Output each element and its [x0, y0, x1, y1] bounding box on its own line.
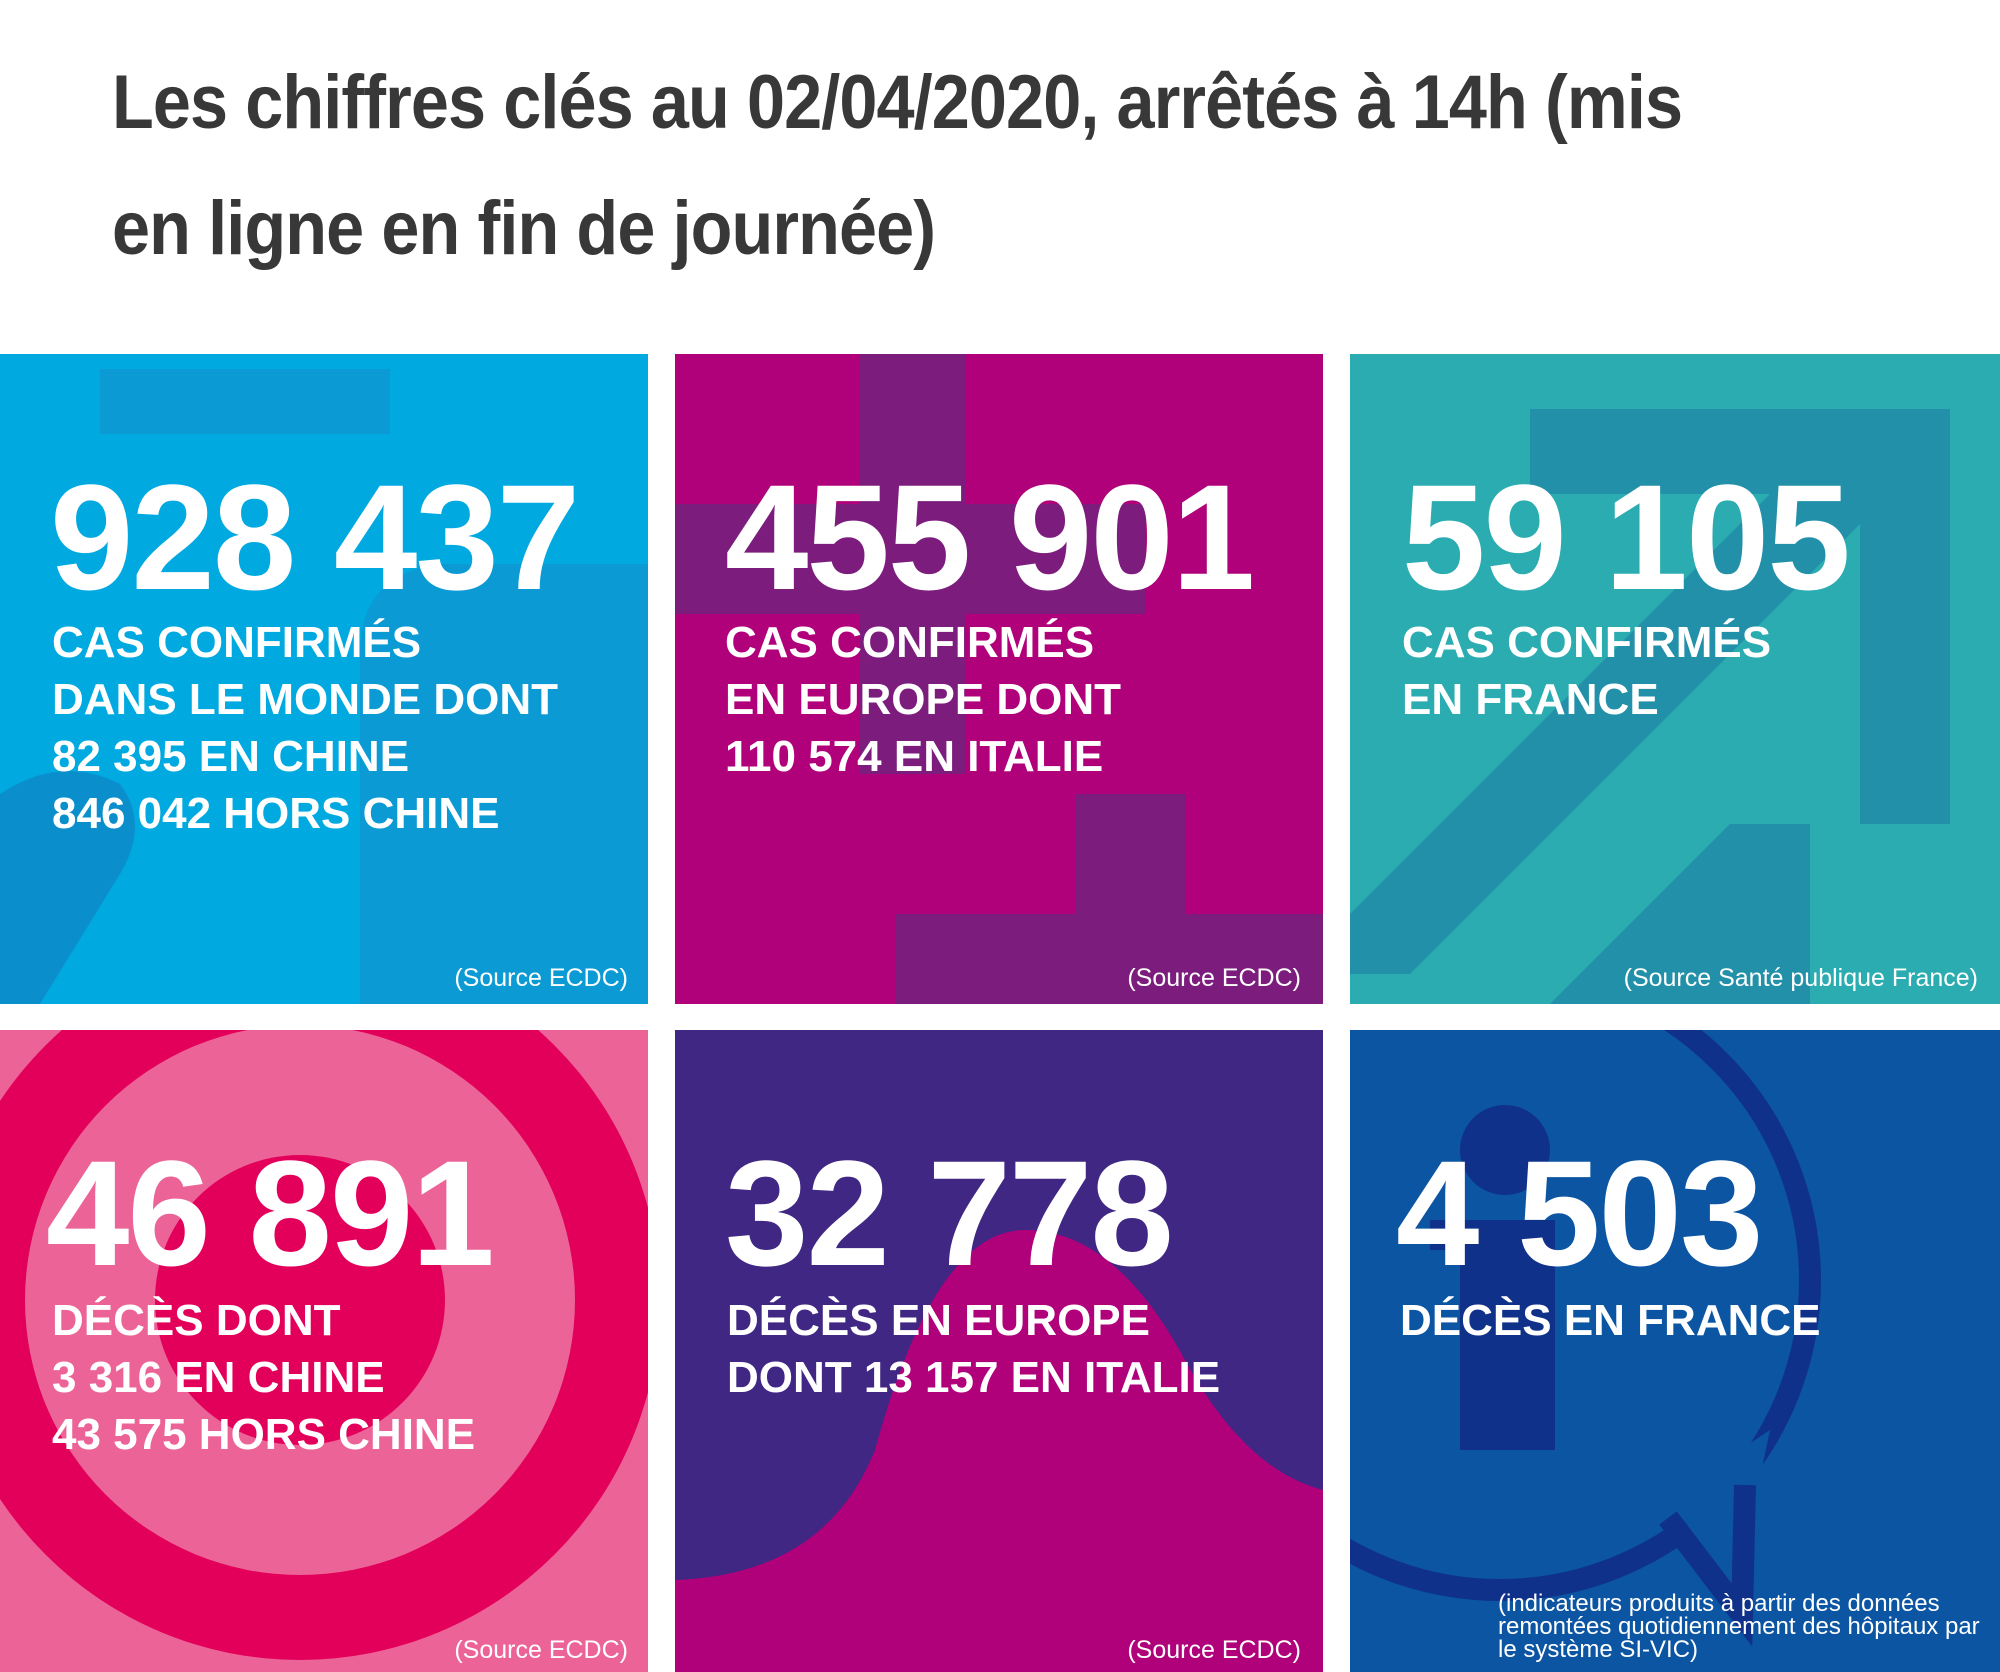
decorative-curve-icon: [675, 1230, 1323, 1672]
stat-caption: DÉCÈS EN EUROPE DONT 13 157 EN ITALIE: [727, 1296, 1221, 1402]
stat-caption: DÉCÈS DONT 3 316 EN CHINE 43 575 HORS CH…: [52, 1296, 476, 1459]
tile-france-confirmed-cases: 59 105 CAS CONFIRMÉS EN FRANCE (Source S…: [1350, 354, 2000, 1004]
stat-value: 59 105: [1402, 453, 1851, 621]
source-label: (Source ECDC): [1127, 1636, 1301, 1664]
stat-value: 4 503: [1396, 1129, 1763, 1297]
decorative-target-icon: [0, 1030, 648, 1660]
stat-caption: CAS CONFIRMÉS EN EUROPE DONT 110 574 EN …: [725, 618, 1122, 781]
source-label: (Source Santé publique France): [1623, 964, 1978, 992]
stat-caption: DÉCÈS EN FRANCE: [1400, 1296, 1821, 1345]
decorative-numeral-icon: [0, 369, 648, 1004]
stat-value: 928 437: [50, 453, 580, 621]
source-note: (indicateurs produits à partir des donné…: [1498, 1590, 1980, 1663]
source-label: (Source ECDC): [454, 964, 628, 992]
stat-caption: CAS CONFIRMÉS DANS LE MONDE DONT 82 395 …: [52, 618, 558, 838]
stat-value: 32 778: [725, 1129, 1174, 1297]
tile-europe-deaths: 32 778 DÉCÈS EN EUROPE DONT 13 157 EN IT…: [675, 1030, 1323, 1672]
tile-world-confirmed-cases: 928 437 CAS CONFIRMÉS DANS LE MONDE DONT…: [0, 354, 648, 1004]
tile-world-deaths: 46 891 DÉCÈS DONT 3 316 EN CHINE 43 575 …: [0, 1030, 648, 1672]
tile-europe-confirmed-cases: 455 901 CAS CONFIRMÉS EN EUROPE DONT 110…: [675, 354, 1323, 1004]
stat-caption: CAS CONFIRMÉS EN FRANCE: [1402, 618, 1772, 724]
decorative-arrow-icon: [1350, 409, 1950, 1004]
page-title: Les chiffres clés au 02/04/2020, arrêtés…: [112, 60, 1683, 271]
source-label: (Source ECDC): [454, 1636, 628, 1664]
decorative-cross-icon: [675, 354, 1323, 1004]
stat-value: 455 901: [725, 453, 1255, 621]
stat-value: 46 891: [46, 1129, 495, 1297]
tile-france-deaths: 4 503 DÉCÈS EN FRANCE (indicateurs produ…: [1350, 1030, 2000, 1672]
decorative-info-bubble-icon: [1350, 1030, 1821, 1647]
source-label: (Source ECDC): [1127, 964, 1301, 992]
